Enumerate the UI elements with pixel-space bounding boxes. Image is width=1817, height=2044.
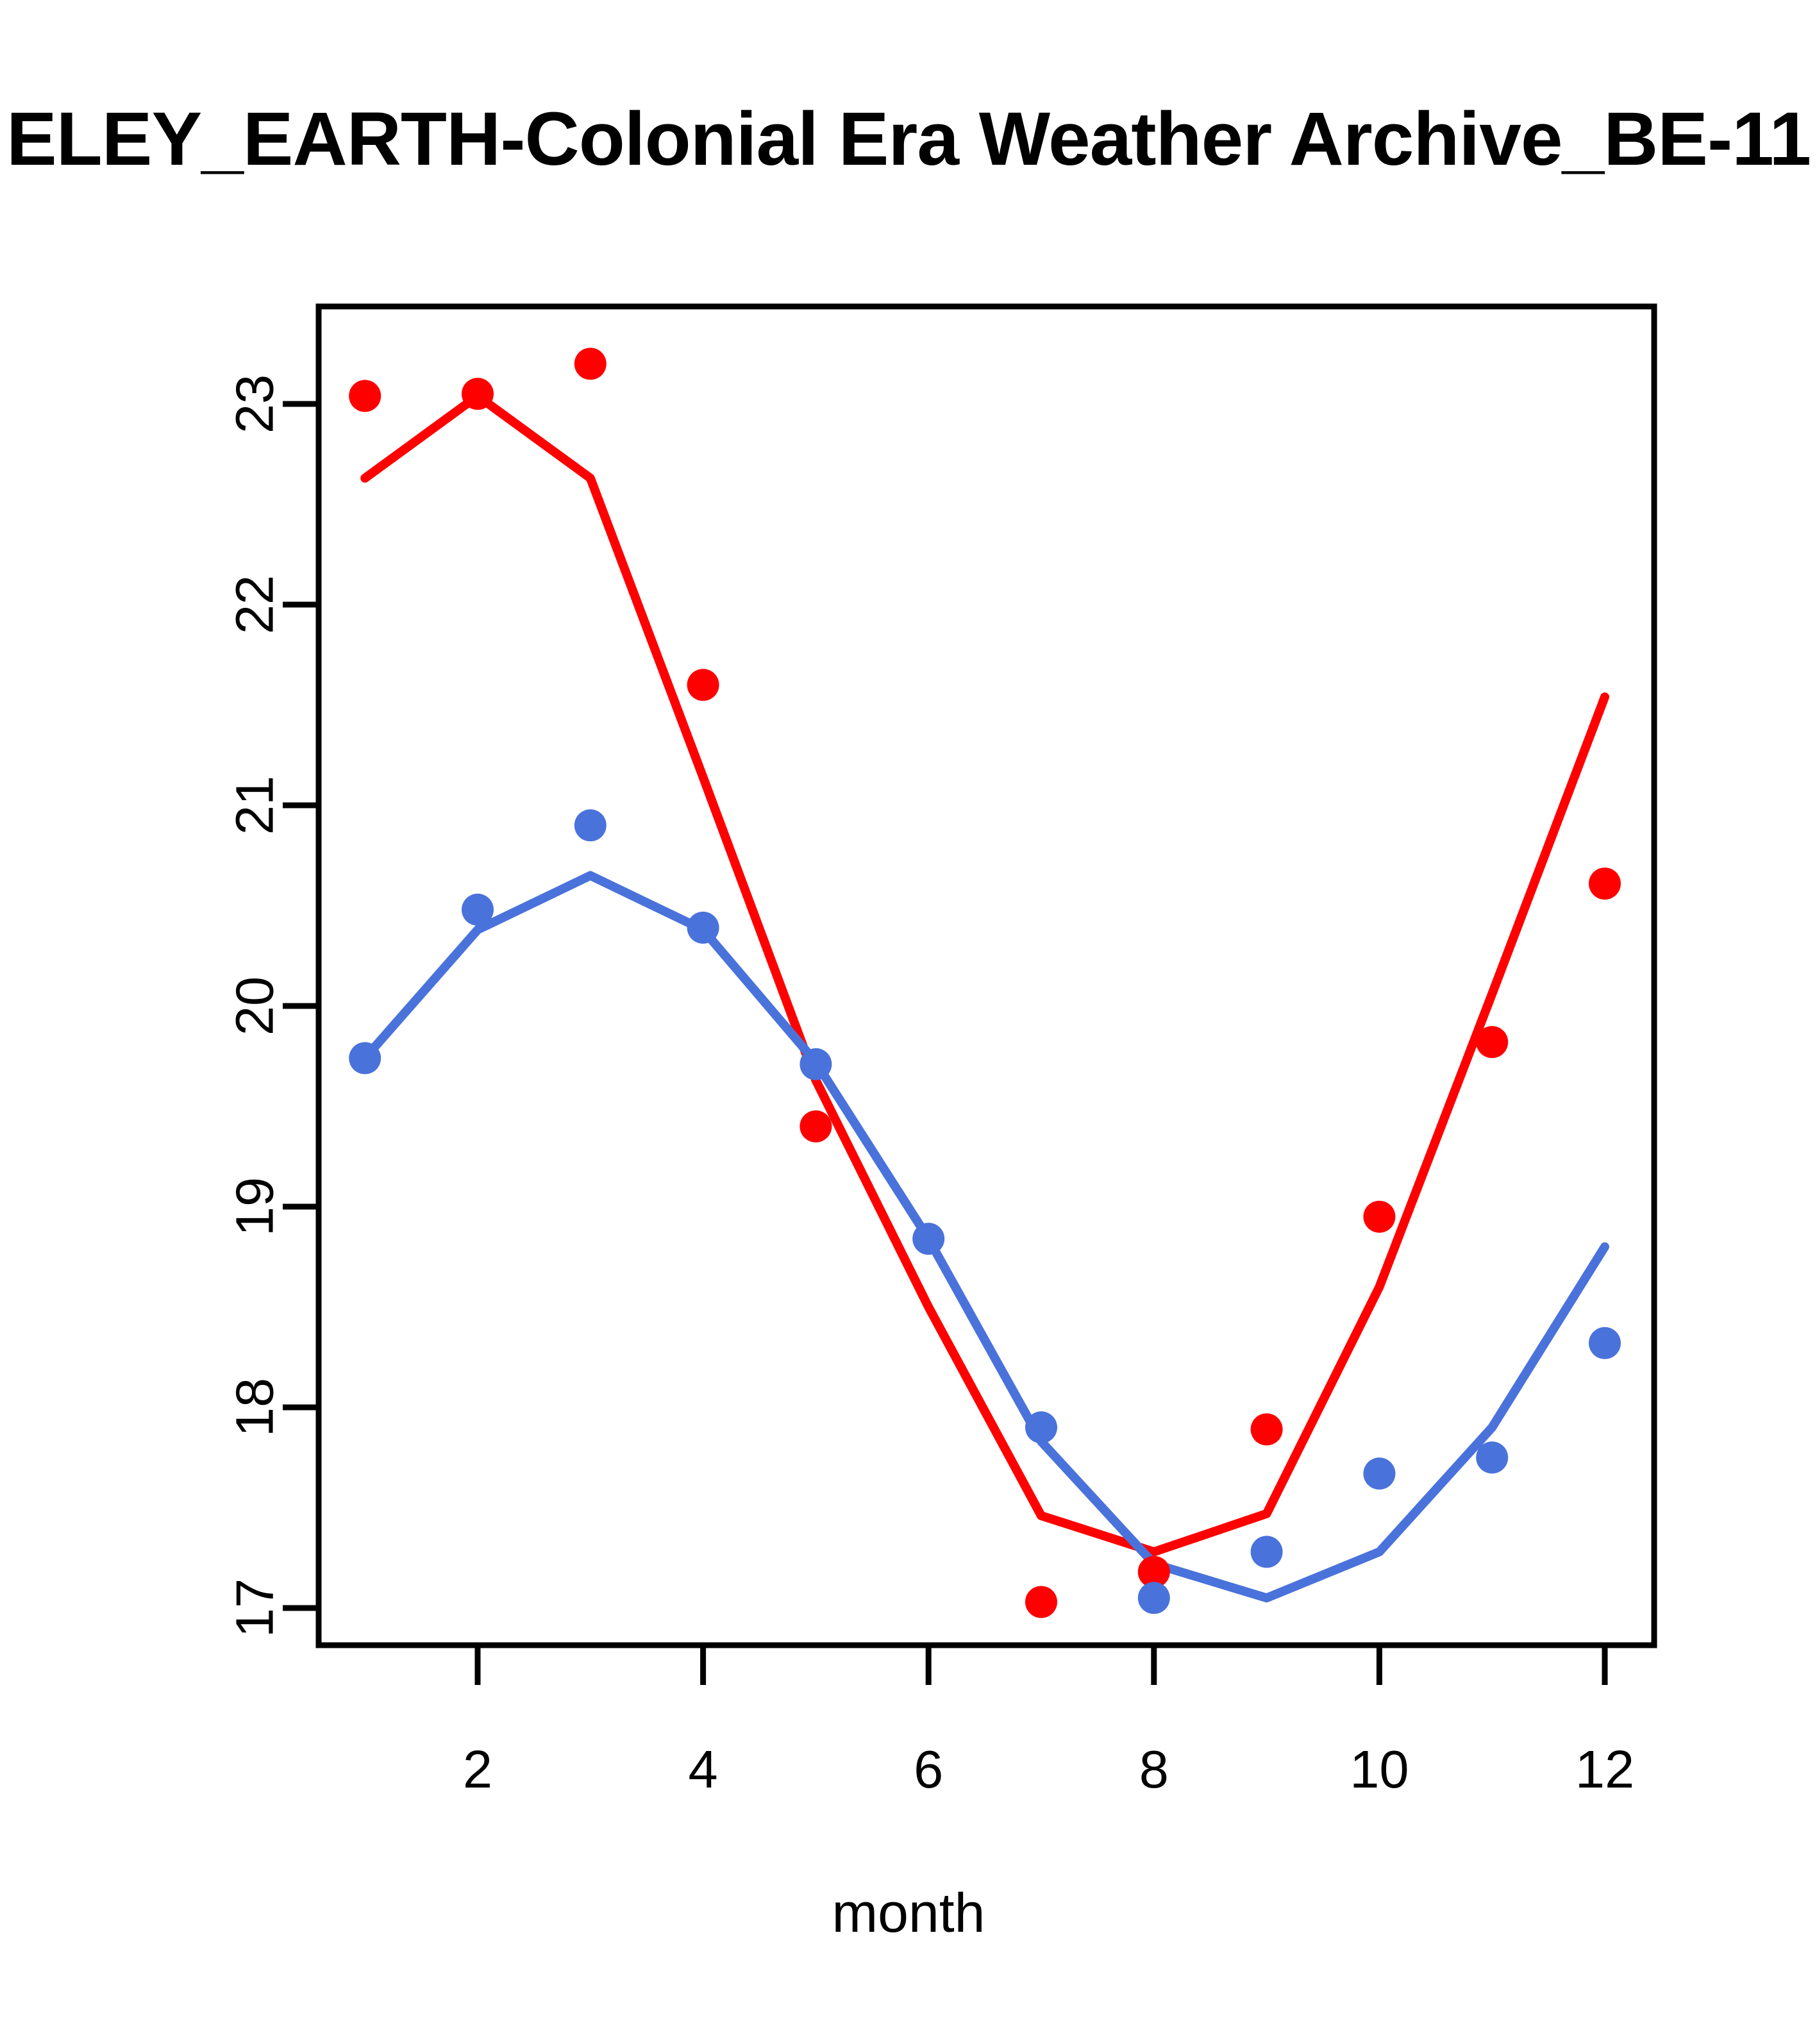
data-point <box>1250 1413 1283 1446</box>
y-tick-label: 18 <box>225 1378 285 1437</box>
data-point <box>1250 1536 1283 1568</box>
y-tick-label: 20 <box>225 976 285 1035</box>
data-point <box>687 669 719 701</box>
y-tick-label: 22 <box>225 575 285 634</box>
x-tick-label: 2 <box>463 1739 492 1799</box>
blue-line <box>360 871 1609 1603</box>
data-point <box>574 809 607 842</box>
data-point <box>1476 1026 1509 1059</box>
data-point <box>1476 1441 1509 1474</box>
data-point <box>462 378 494 410</box>
red-points <box>349 348 1621 1618</box>
data-point <box>462 893 494 926</box>
data-point <box>1589 867 1621 900</box>
data-point <box>1025 1586 1057 1618</box>
y-tick-label: 19 <box>225 1177 285 1236</box>
y-tick-label: 23 <box>225 374 285 433</box>
x-axis-title: month <box>832 1882 985 1944</box>
data-point <box>1363 1200 1396 1233</box>
x-tick-label: 12 <box>1575 1739 1634 1799</box>
data-point <box>349 380 381 412</box>
x-axis-ticks <box>474 1645 1608 1685</box>
data-point <box>1363 1457 1396 1490</box>
data-point <box>1137 1555 1170 1588</box>
red-line <box>360 391 1609 1557</box>
x-axis-tick-labels: 2 4 6 8 10 12 <box>463 1739 1634 1799</box>
x-tick-label: 4 <box>689 1739 718 1799</box>
data-point <box>687 911 719 944</box>
y-tick-label: 21 <box>225 776 285 835</box>
data-point <box>1137 1582 1170 1614</box>
data-point <box>1025 1411 1057 1444</box>
data-point <box>800 1048 832 1080</box>
plot-border <box>315 303 1657 1648</box>
data-point <box>800 1110 832 1143</box>
y-axis-tick-labels: 17 18 19 20 21 22 23 <box>225 374 285 1638</box>
page-title: ELEY_EARTH-Colonial Era Weather Archive_… <box>6 97 1811 181</box>
y-axis-ticks <box>283 401 319 1611</box>
series-lines <box>360 391 1609 1603</box>
data-point <box>349 1042 381 1075</box>
data-point <box>912 1223 945 1255</box>
y-tick-label: 17 <box>225 1579 285 1638</box>
x-tick-label: 8 <box>1139 1739 1169 1799</box>
x-tick-label: 10 <box>1350 1739 1409 1799</box>
blue-points <box>349 809 1621 1614</box>
plot-frame <box>315 303 1657 1648</box>
series-points <box>349 348 1621 1618</box>
x-tick-label: 6 <box>914 1739 943 1799</box>
data-point <box>574 348 607 380</box>
data-point <box>1589 1327 1621 1359</box>
